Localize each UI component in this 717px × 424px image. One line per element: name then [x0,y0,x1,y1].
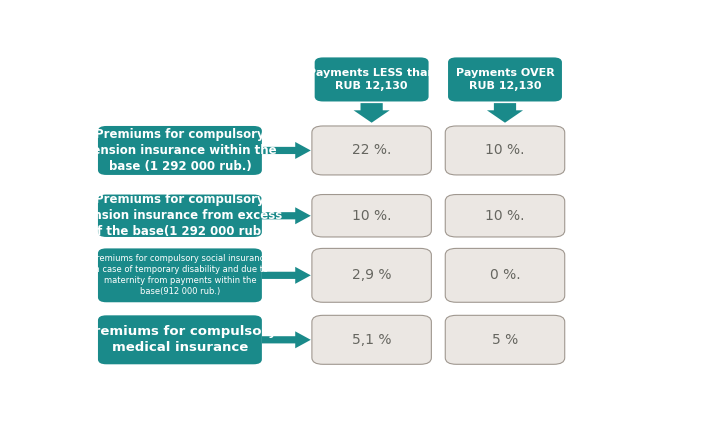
FancyBboxPatch shape [445,195,565,237]
FancyBboxPatch shape [445,248,565,302]
Text: 22 %.: 22 %. [352,143,391,157]
FancyBboxPatch shape [312,126,432,175]
Text: 5,1 %: 5,1 % [352,333,391,347]
FancyBboxPatch shape [312,248,432,302]
Polygon shape [487,103,523,123]
FancyBboxPatch shape [312,315,432,364]
Text: 10 %.: 10 %. [352,209,391,223]
Text: 10 %.: 10 %. [485,209,525,223]
FancyBboxPatch shape [445,315,565,364]
Text: Premiums for compulsory
pension insurance from excess
of the base(1 292 000 rub.: Premiums for compulsory pension insuranc… [77,193,282,238]
Polygon shape [262,207,310,224]
Text: Payments LESS than
RUB 12,130: Payments LESS than RUB 12,130 [308,68,435,91]
FancyBboxPatch shape [445,126,565,175]
Polygon shape [262,331,310,348]
FancyBboxPatch shape [98,248,262,302]
Text: 0 %.: 0 %. [490,268,521,282]
Polygon shape [262,267,310,284]
FancyBboxPatch shape [312,195,432,237]
Polygon shape [353,103,390,123]
Text: Premiums for compulsory
pension insurance within the
base (1 292 000 rub.): Premiums for compulsory pension insuranc… [84,128,276,173]
FancyBboxPatch shape [315,57,429,101]
FancyBboxPatch shape [98,195,262,237]
FancyBboxPatch shape [98,126,262,175]
Text: 10 %.: 10 %. [485,143,525,157]
FancyBboxPatch shape [448,57,562,101]
Text: 5 %: 5 % [492,333,518,347]
Polygon shape [262,142,310,159]
Text: Premiums for compulsory social insurance
in case of temporary disability and due: Premiums for compulsory social insurance… [90,254,269,296]
Text: Payments OVER
RUB 12,130: Payments OVER RUB 12,130 [455,68,554,91]
Text: Premiums for compulsory
medical insurance: Premiums for compulsory medical insuranc… [84,325,276,354]
Text: 2,9 %: 2,9 % [352,268,391,282]
FancyBboxPatch shape [98,315,262,364]
